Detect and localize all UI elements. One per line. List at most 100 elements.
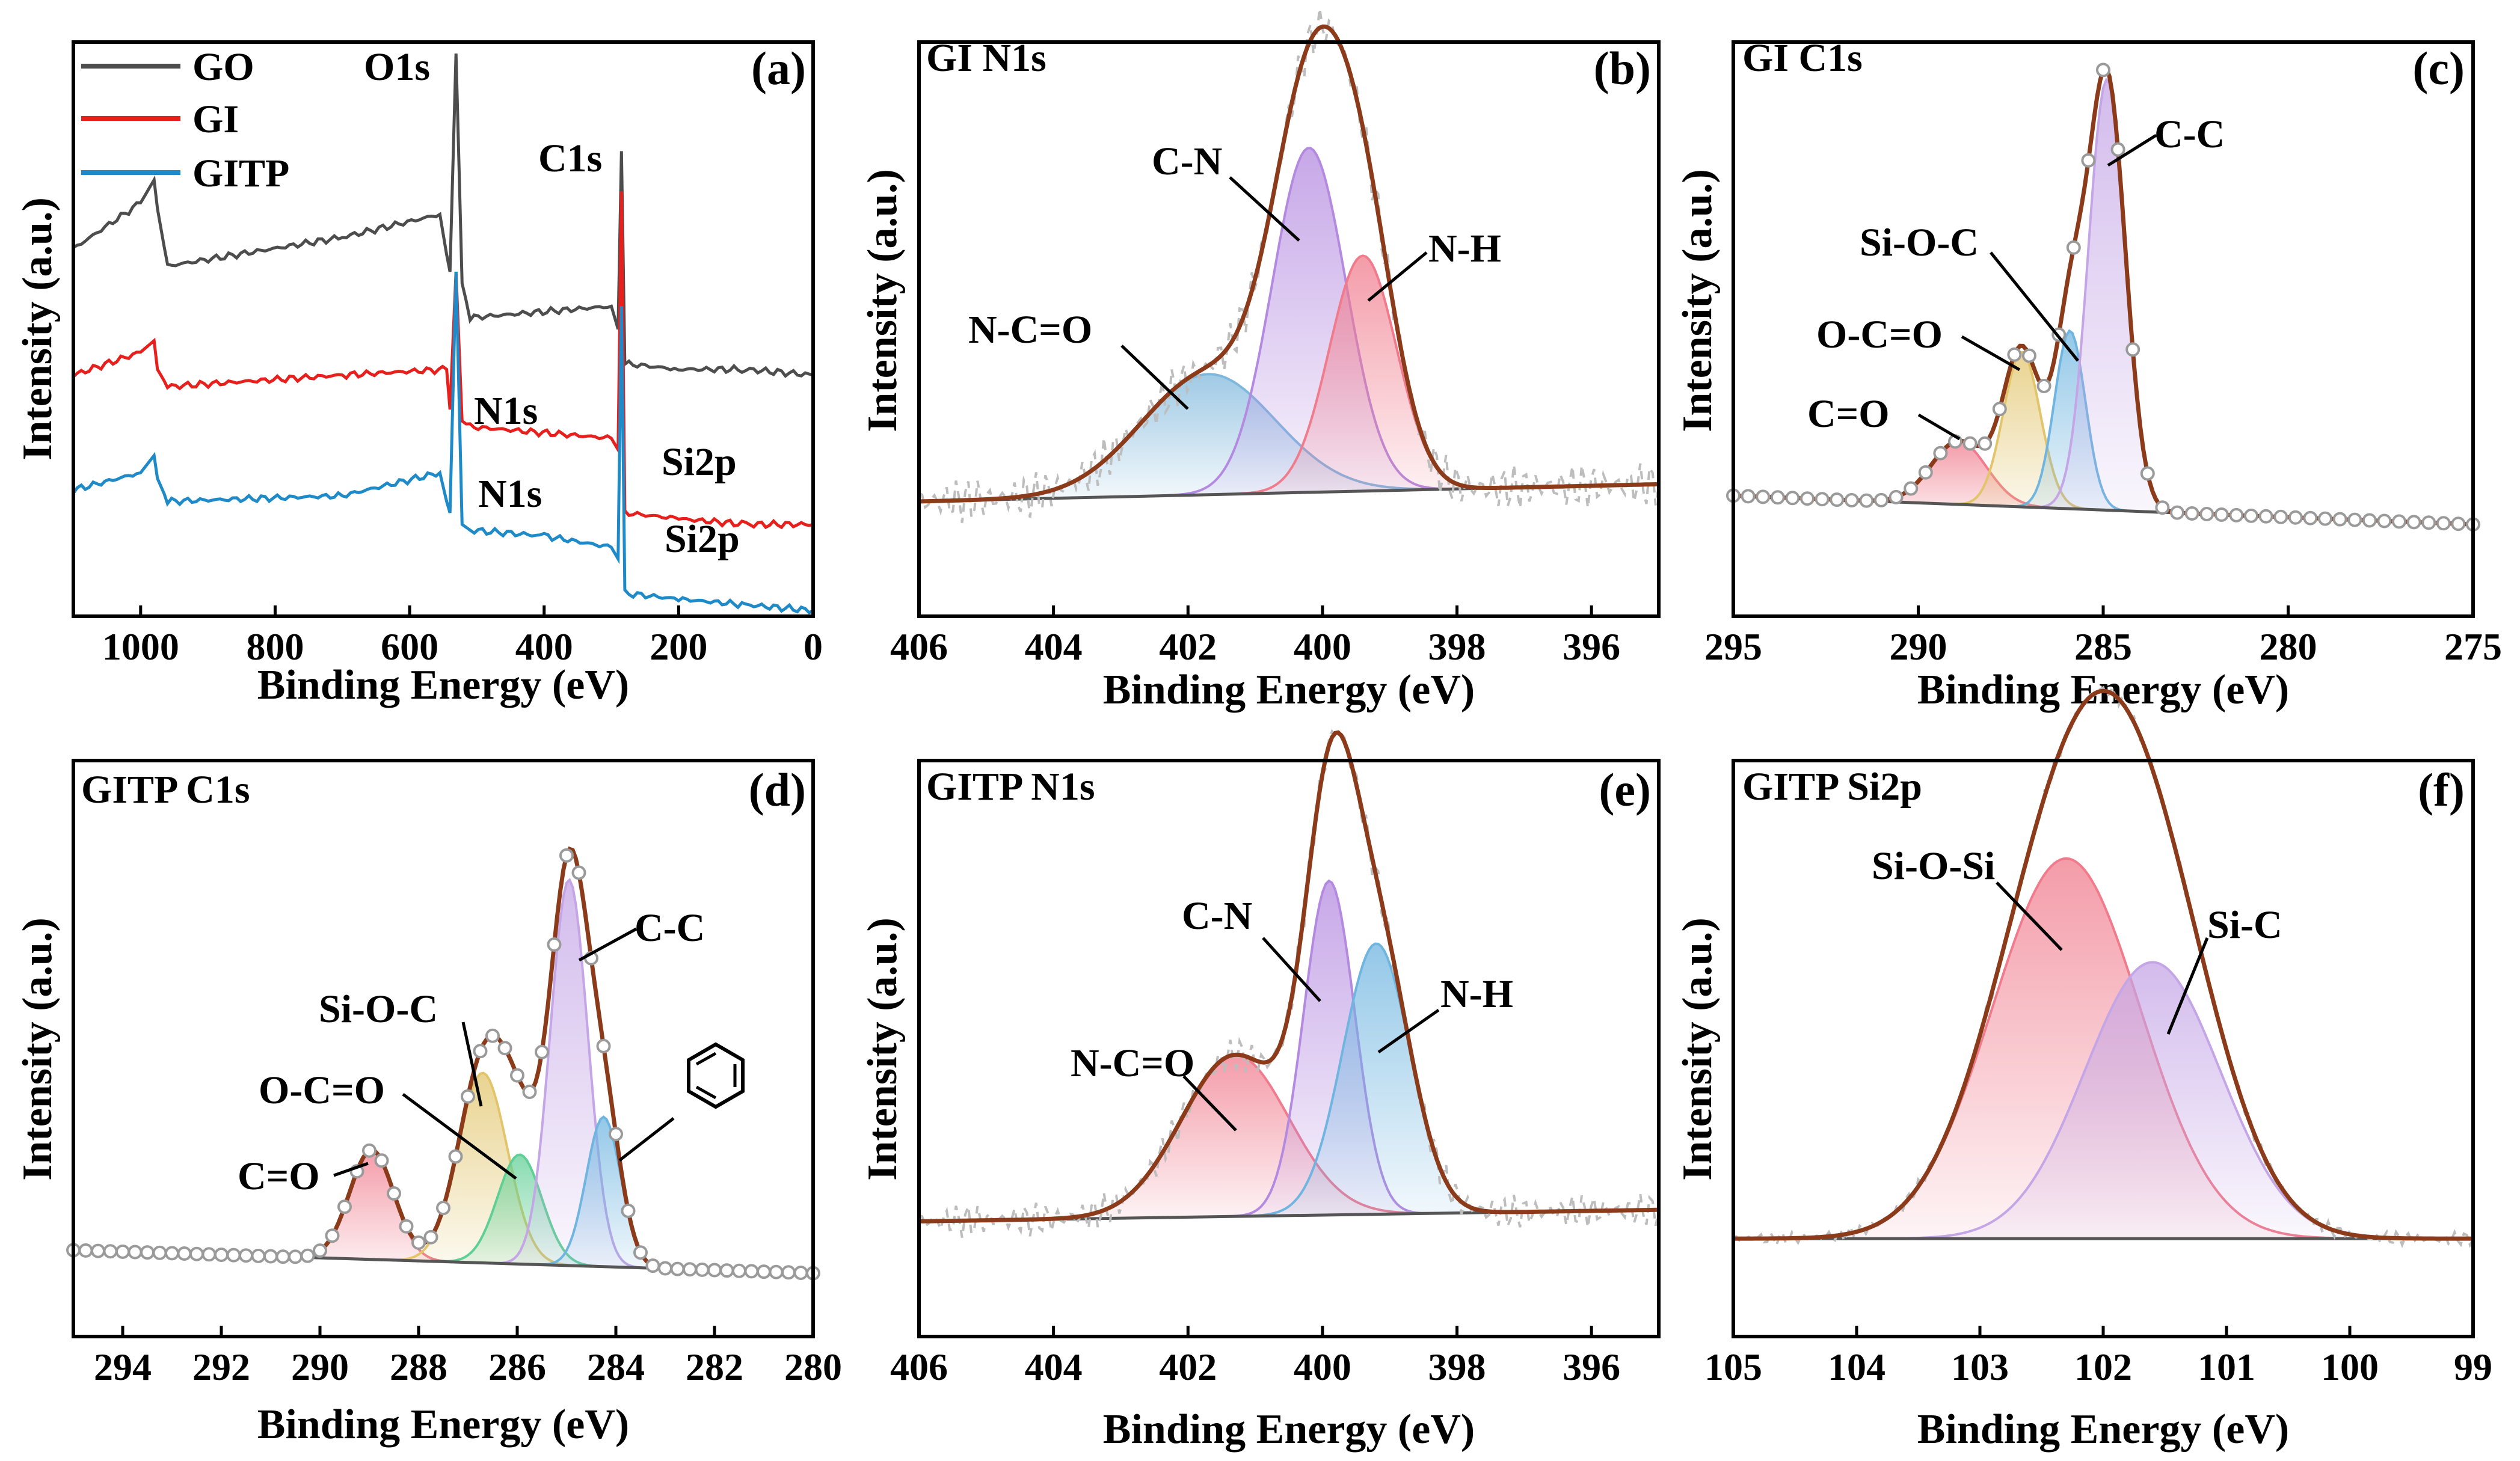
raw-data-point — [91, 1243, 105, 1258]
panel-a-label: (a) — [751, 42, 806, 94]
raw-data-point — [2096, 63, 2110, 78]
panel-d-ann-sioc: Si-O-C — [319, 987, 438, 1031]
raw-data-point — [2170, 505, 2184, 520]
xtick-label: 400 — [515, 625, 573, 668]
raw-data-point — [2377, 513, 2392, 528]
panel-a: 1000 800 600 400 200 0 Binding Energy (eV) In… — [14, 40, 823, 708]
xtick-label: 103 — [1951, 1346, 2009, 1388]
panel-e-xlabel: Binding Energy (eV) — [1103, 1406, 1475, 1453]
panel-f-leader-siosi — [1996, 881, 2063, 951]
panel-c-label: (c) — [2412, 42, 2465, 94]
panel-e-ann-nh: N-H — [1440, 972, 1513, 1016]
panel-b-leader-cn — [1229, 176, 1300, 242]
raw-data-point — [288, 1249, 303, 1264]
raw-data-point — [535, 1044, 549, 1059]
panel-c-leader-ocoo — [1961, 335, 2021, 372]
panel-c-title: GI C1s — [1742, 36, 1863, 80]
panel-e-title: GITP N1s — [926, 765, 1095, 809]
raw-data-point — [1978, 436, 1993, 451]
xtick-label: 101 — [2198, 1346, 2255, 1388]
raw-data-point — [757, 1264, 771, 1279]
xtick-label: 600 — [381, 625, 438, 668]
raw-data-point — [2022, 348, 2036, 363]
panel-b-ylabel: Intensity (a.u.) — [859, 169, 906, 432]
raw-data-point — [300, 1248, 315, 1263]
raw-data-point — [2229, 507, 2244, 522]
xtick-label: 282 — [686, 1346, 743, 1388]
xtick-label: 294 — [94, 1346, 152, 1388]
panel-b-title: GI N1s — [926, 36, 1046, 80]
xtick-label: 404 — [1025, 1346, 1083, 1388]
xtick-label: 0 — [804, 625, 823, 668]
raw-data-point — [719, 1263, 734, 1278]
legend-go-label: GO — [192, 45, 254, 89]
xtick-label: 295 — [1704, 625, 1762, 668]
fitted-envelope-line — [1733, 688, 2473, 1241]
raw-data-point — [1815, 492, 1830, 507]
panel-a-ann-n1s-gitp: N1s — [478, 472, 542, 516]
panel-a-xlabel: Binding Energy (eV) — [257, 662, 629, 708]
component-fill-c-c — [1733, 79, 2473, 525]
panel-d-ann-co: C=O — [238, 1154, 320, 1198]
xtick-label: 402 — [1159, 625, 1217, 668]
series-gitp-line — [72, 271, 814, 615]
panel-e-leader-nh — [1377, 1008, 1440, 1054]
raw-data-point — [2007, 347, 2022, 362]
panel-b-leader-nh — [1367, 251, 1428, 302]
raw-data-point — [473, 1044, 488, 1059]
raw-data-point — [2155, 500, 2170, 515]
panel-b-frame — [917, 40, 1661, 618]
raw-data-point — [226, 1248, 241, 1263]
raw-data-point — [2332, 512, 2347, 527]
panel-a-ann-si2p-gi: Si2p — [662, 440, 737, 484]
panel-b-ann-ncoo: N-C=O — [968, 308, 1092, 352]
panel-e-leader-ncoo — [1182, 1075, 1237, 1132]
raw-data-point — [2421, 515, 2436, 530]
panel-e-label: (e) — [1599, 764, 1651, 816]
component-fill-c-n — [919, 148, 1659, 502]
panel-b-xlabel: Binding Energy (eV) — [1103, 667, 1475, 713]
panel-f-ylabel: Intensity (a.u.) — [1674, 917, 1721, 1181]
panel-b-leader-ncoo — [1120, 345, 1189, 410]
xtick-label: 102 — [2074, 1346, 2132, 1388]
panel-d-title: GITP C1s — [81, 768, 250, 812]
panel-a-ylabel: Intensity (a.u.) — [14, 197, 61, 461]
xtick-label: 288 — [390, 1346, 447, 1388]
raw-data-point — [658, 1261, 672, 1276]
raw-data-point — [645, 1258, 660, 1273]
xtick-label: 100 — [2321, 1346, 2379, 1388]
panel-d-xlabel: Binding Energy (eV) — [257, 1401, 629, 1448]
xtick-label: 285 — [2074, 625, 2132, 668]
xtick-label: 400 — [1294, 625, 1351, 668]
raw-data-point — [1874, 492, 1888, 507]
panel-d-frame — [72, 759, 815, 1338]
raw-data-point — [411, 1235, 426, 1250]
raw-data-point — [2244, 508, 2258, 523]
xtick-label: 280 — [2260, 625, 2317, 668]
panel-d-label: (d) — [749, 764, 806, 816]
panel-a-ann-si2p-gitp: Si2p — [665, 517, 740, 561]
panel-b-plot — [918, 8, 1660, 523]
panel-f-ann-sic: Si-C — [2207, 903, 2282, 947]
raw-data-point — [510, 1068, 524, 1083]
xtick-label: 406 — [890, 1346, 948, 1388]
raw-data-point — [2273, 509, 2288, 524]
panel-e-ann-cn: C-N — [1182, 894, 1252, 938]
panel-b: 406 404 402 400 398 396 Binding Energy (eV) I… — [859, 8, 1661, 713]
panel-d-leader-co — [333, 1162, 369, 1177]
raw-data-point — [78, 1243, 93, 1258]
raw-data-point — [263, 1249, 278, 1264]
raw-data-point — [633, 1245, 648, 1260]
raw-data-point — [2214, 507, 2229, 522]
raw-data-point — [128, 1245, 143, 1260]
raw-data-point — [387, 1186, 401, 1201]
panel-c-ann-ocoo: O-C=O — [1816, 313, 1943, 357]
panel-e-ann-ncoo: N-C=O — [1071, 1041, 1194, 1085]
xtick-label: 396 — [1563, 1346, 1620, 1388]
raw-data-point — [1992, 402, 2007, 417]
xtick-label: 404 — [1025, 625, 1083, 668]
xtick-label: 290 — [1890, 625, 1947, 668]
raw-data-point — [165, 1246, 179, 1261]
xtick-label: 275 — [2444, 625, 2502, 668]
